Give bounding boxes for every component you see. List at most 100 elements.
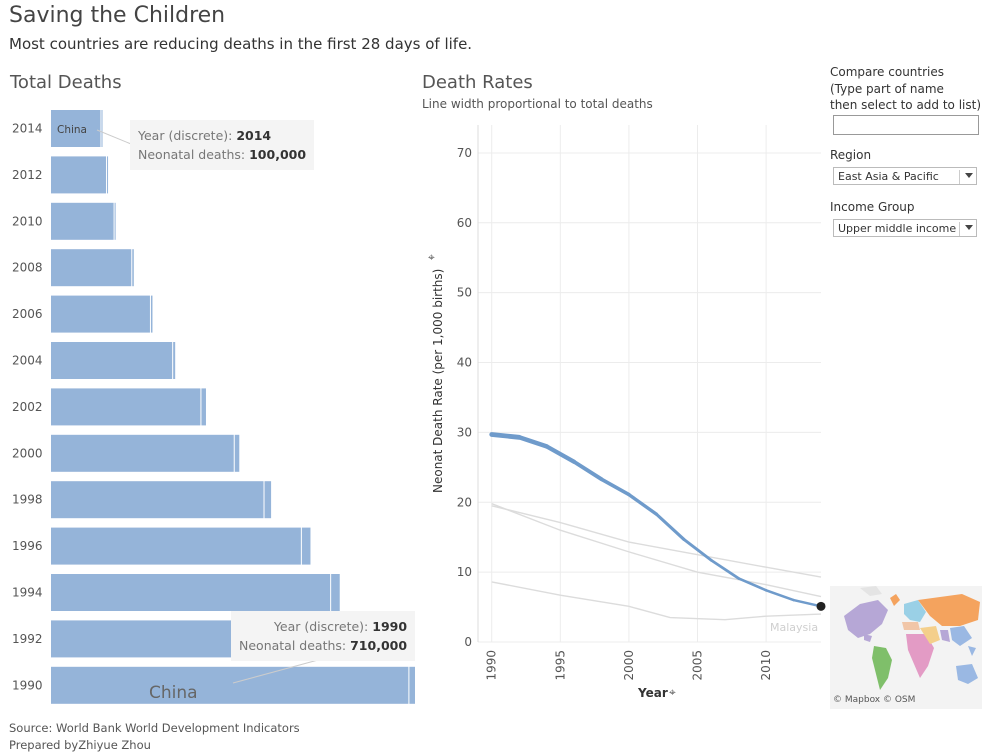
bar-china[interactable] xyxy=(51,249,132,287)
series-line-other[interactable] xyxy=(491,505,822,578)
bar-category-label: 2010 xyxy=(12,214,43,228)
dashboard-subtitle: Most countries are reducing deaths in th… xyxy=(9,35,473,53)
series-line-china-segment[interactable] xyxy=(682,537,713,562)
map-attribution: © Mapbox © OSM xyxy=(833,695,916,705)
china-label-bottom: China xyxy=(149,683,198,703)
tooltip-year-value: 1990 xyxy=(372,619,408,634)
total-deaths-title: Total Deaths xyxy=(10,72,122,93)
region-select-value: East Asia & Pacific xyxy=(838,170,939,183)
chevron-down-icon[interactable] xyxy=(965,225,973,230)
y-tick-label: 60 xyxy=(457,216,472,230)
bar-category-label: 1998 xyxy=(12,493,43,507)
x-tick-label: 1995 xyxy=(553,650,567,681)
dashboard-title: Saving the Children xyxy=(9,3,226,28)
chevron-down-icon[interactable] xyxy=(965,173,973,178)
bar-other[interactable] xyxy=(301,527,311,565)
total-deaths-bar-chart[interactable]: 2014 2012 2010 2008 2006 2004 2002 2000 1998 1996… xyxy=(0,100,415,715)
series-line-china-segment[interactable] xyxy=(489,432,522,440)
region-select[interactable]: East Asia & Pacific xyxy=(833,167,977,185)
x-axis-pin-icon[interactable]: ⌖ xyxy=(669,685,676,699)
series-line-china-segment[interactable] xyxy=(516,435,549,449)
bar-other[interactable] xyxy=(173,342,176,379)
tooltip-year-label: Year (discrete): xyxy=(273,619,369,634)
malaysia-label: Malaysia xyxy=(770,621,819,634)
bar-other[interactable] xyxy=(201,388,206,426)
bar-category-label: 1990 xyxy=(12,678,43,692)
china-label-top: China xyxy=(57,124,87,136)
x-tick-label: 2000 xyxy=(622,650,636,681)
bar-other[interactable] xyxy=(101,110,103,147)
bar-category-label: 2004 xyxy=(12,354,43,368)
death-rates-line-chart[interactable]: 0 10 20 30 40 50 60 70 1990 1995 2000 2005 2010 xyxy=(420,120,828,710)
bar-other[interactable] xyxy=(264,481,272,519)
tooltip-connectors xyxy=(96,129,319,684)
bar-other[interactable] xyxy=(107,156,109,194)
series-line-china-segment[interactable] xyxy=(627,492,659,516)
series-line-china-segment[interactable] xyxy=(654,512,686,541)
compare-countries-input[interactable] xyxy=(833,115,979,135)
series-line-china-segment[interactable] xyxy=(737,577,768,592)
bar-category-label: 1992 xyxy=(12,632,43,646)
bar-china[interactable] xyxy=(51,295,150,333)
series-line-china-segment[interactable] xyxy=(572,459,604,482)
prepared-by-note: Prepared byZhiyue Zhou xyxy=(9,738,151,752)
bar-category-label: 2006 xyxy=(12,307,43,321)
series-line-china-segment[interactable] xyxy=(792,598,823,608)
tooltip-deaths-value: 100,000 xyxy=(249,147,307,162)
y-axis-pin-icon[interactable]: ⌖ xyxy=(428,250,435,264)
bar-other[interactable] xyxy=(150,295,153,333)
tooltip-deaths-label: Neonatal deaths: xyxy=(239,638,347,653)
bar-category-label: 2000 xyxy=(12,446,43,460)
y-tick-label: 0 xyxy=(464,635,472,649)
region-select-divider xyxy=(959,170,960,184)
bar-other[interactable] xyxy=(132,249,134,287)
death-rates-subtitle: Line width proportional to total deaths xyxy=(422,97,653,111)
bar-other[interactable] xyxy=(234,434,240,472)
tooltip-year-value: 2014 xyxy=(236,128,272,143)
bar-china[interactable] xyxy=(51,481,264,519)
series-line-china-segment[interactable] xyxy=(599,477,631,497)
series-line-china-segment[interactable] xyxy=(764,589,795,602)
y-tick-label: 20 xyxy=(457,495,472,509)
bar-china[interactable] xyxy=(51,574,331,611)
selected-point-marker[interactable] xyxy=(816,601,826,611)
bar-category-label: 2002 xyxy=(12,400,43,414)
income-group-label: Income Group xyxy=(830,200,915,214)
region-label: Region xyxy=(830,148,872,162)
bar-china[interactable] xyxy=(51,156,107,194)
bar-china[interactable] xyxy=(51,666,409,704)
tooltip-year-label: Year (discrete): xyxy=(138,128,233,143)
compare-countries-label: Compare countries (Type part of name the… xyxy=(830,64,981,114)
series-line-other[interactable] xyxy=(491,581,822,621)
series-line-other[interactable] xyxy=(491,503,822,598)
y-axis-label: Neonat Death Rate (per 1,000 births) xyxy=(431,268,445,493)
x-axis-label: Year xyxy=(638,686,668,700)
death-rates-title: Death Rates xyxy=(422,72,533,93)
bar-category-label: 2008 xyxy=(12,261,43,275)
bar-china[interactable] xyxy=(51,527,301,565)
income-group-select-value: Upper middle income xyxy=(838,222,957,235)
compare-label-line1: Compare countries xyxy=(830,65,945,79)
bar-other[interactable] xyxy=(409,666,415,704)
series-line-china-segment[interactable] xyxy=(709,558,741,580)
income-group-select[interactable]: Upper middle income xyxy=(833,219,977,237)
bar-category-label: 2014 xyxy=(12,122,43,136)
bar-china[interactable] xyxy=(51,342,173,379)
bar-other[interactable] xyxy=(331,574,340,611)
series-line-china-segment[interactable] xyxy=(544,444,577,464)
compare-label-line2: (Type part of name xyxy=(830,81,944,96)
bar-category-label: 1994 xyxy=(12,586,43,600)
tooltip-deaths-label: Neonatal deaths: xyxy=(138,147,246,162)
bar-china[interactable] xyxy=(51,202,114,240)
source-note: Source: World Bank World Development Ind… xyxy=(9,721,300,735)
y-tick-label: 50 xyxy=(457,286,472,300)
x-tick-label: 2010 xyxy=(759,650,773,681)
bar-china[interactable] xyxy=(51,434,234,472)
region-map[interactable]: © Mapbox © OSM xyxy=(830,586,982,709)
income-select-divider xyxy=(959,222,960,236)
bar-china[interactable] xyxy=(51,388,201,426)
y-tick-label: 40 xyxy=(457,356,472,370)
bar-other[interactable] xyxy=(114,202,116,240)
bar-china[interactable] xyxy=(51,110,101,147)
world-map-icon xyxy=(844,586,980,690)
